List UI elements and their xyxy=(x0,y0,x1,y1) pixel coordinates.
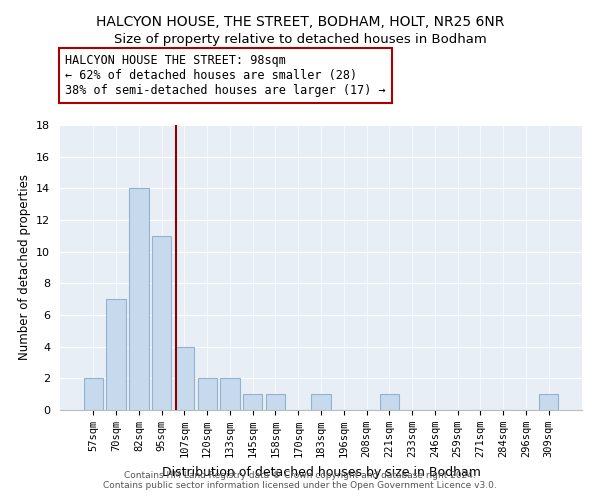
Bar xyxy=(311,394,331,410)
Bar xyxy=(266,394,285,410)
Bar xyxy=(380,394,399,410)
Text: HALCYON HOUSE THE STREET: 98sqm
← 62% of detached houses are smaller (28)
38% of: HALCYON HOUSE THE STREET: 98sqm ← 62% of… xyxy=(65,54,386,97)
Y-axis label: Number of detached properties: Number of detached properties xyxy=(17,174,31,360)
Bar xyxy=(129,188,149,410)
Bar xyxy=(152,236,172,410)
Text: Size of property relative to detached houses in Bodham: Size of property relative to detached ho… xyxy=(113,32,487,46)
Bar xyxy=(539,394,558,410)
Bar xyxy=(197,378,217,410)
Text: Contains HM Land Registry data © Crown copyright and database right 2024.
Contai: Contains HM Land Registry data © Crown c… xyxy=(103,470,497,490)
Bar xyxy=(84,378,103,410)
Bar xyxy=(106,299,126,410)
X-axis label: Distribution of detached houses by size in Bodham: Distribution of detached houses by size … xyxy=(161,466,481,478)
Bar xyxy=(220,378,239,410)
Bar xyxy=(243,394,262,410)
Bar xyxy=(175,346,194,410)
Text: HALCYON HOUSE, THE STREET, BODHAM, HOLT, NR25 6NR: HALCYON HOUSE, THE STREET, BODHAM, HOLT,… xyxy=(96,15,504,29)
